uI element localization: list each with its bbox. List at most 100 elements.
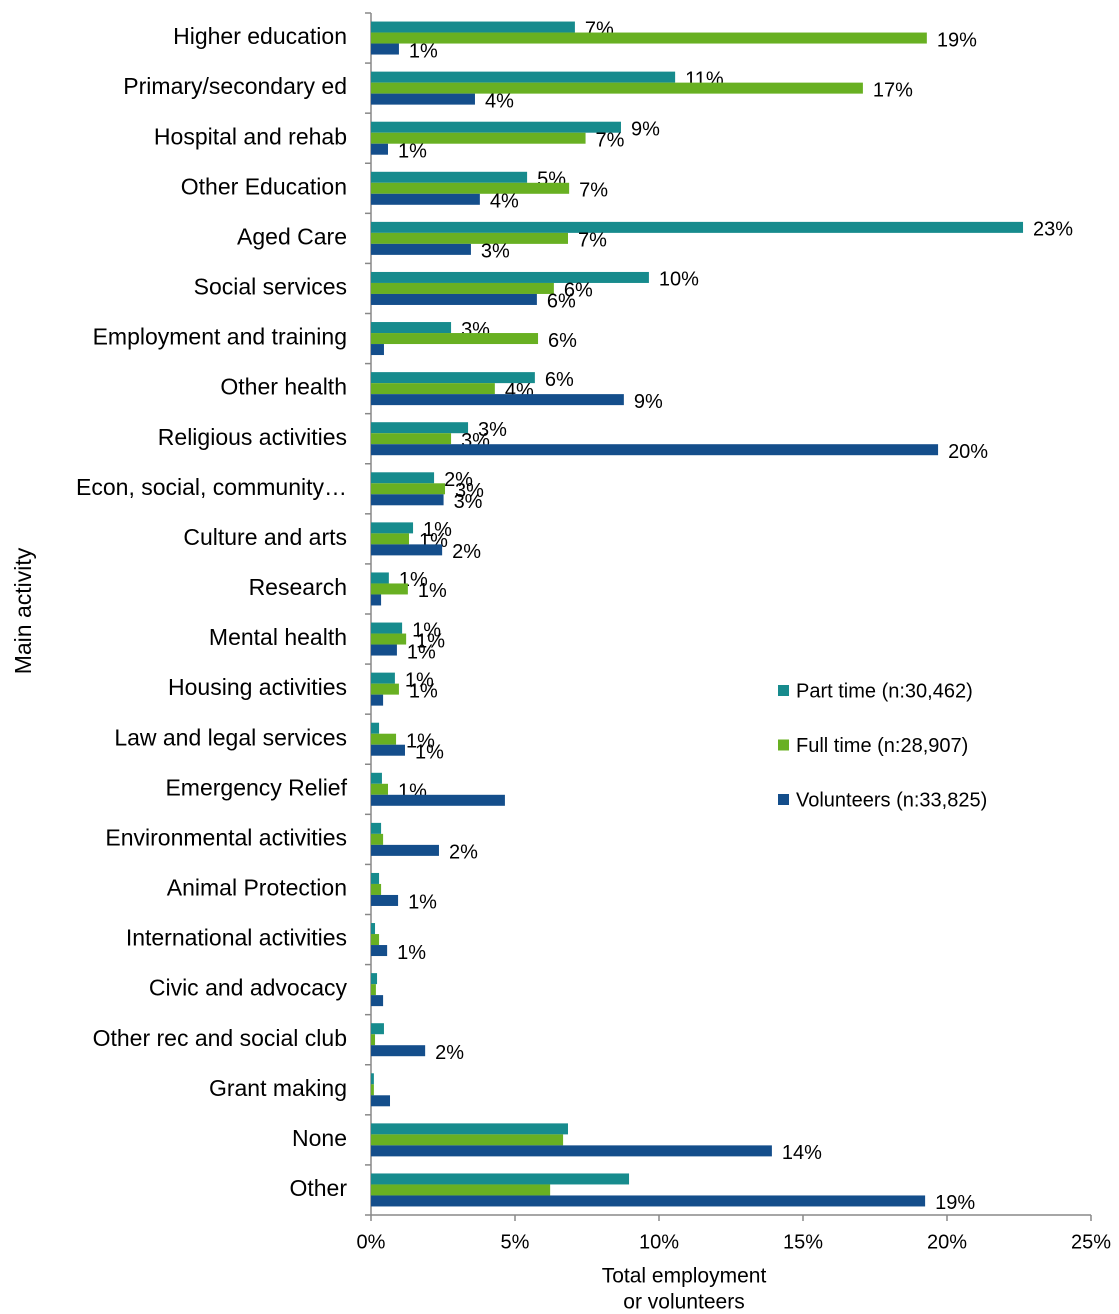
y-tick-label: Religious activities <box>158 424 347 450</box>
bar <box>371 121 621 133</box>
bar <box>371 633 407 645</box>
bar <box>371 934 380 946</box>
legend-label: Volunteers (n:33,825) <box>796 789 987 811</box>
bar <box>371 21 575 33</box>
data-label: 20% <box>948 441 988 463</box>
data-label: 4% <box>485 90 514 112</box>
y-tick-label: Housing activities <box>168 674 347 700</box>
bar <box>371 282 554 294</box>
bar <box>371 1195 926 1207</box>
data-label: 9% <box>634 391 663 413</box>
bar <box>371 383 495 395</box>
y-tick-label: Other Education <box>181 173 347 199</box>
bar <box>371 322 452 334</box>
data-label: 10% <box>659 269 699 291</box>
x-tick-label: 10% <box>639 1231 679 1253</box>
bar <box>371 1134 564 1146</box>
y-tick-label: Mental health <box>209 624 347 650</box>
bar <box>371 271 649 283</box>
y-tick-label: Social services <box>194 274 347 300</box>
data-label: 7% <box>578 230 607 252</box>
legend-swatch <box>778 794 789 805</box>
bar <box>371 594 382 606</box>
bar <box>371 93 475 105</box>
data-label: 14% <box>782 1142 822 1164</box>
data-label: 9% <box>631 118 660 140</box>
bar <box>371 372 535 384</box>
bar <box>371 1084 374 1096</box>
data-label: 7% <box>579 180 608 202</box>
x-axis-title: Total employment <box>602 1265 767 1288</box>
bar <box>371 973 378 985</box>
x-tick-label: 0% <box>357 1231 386 1253</box>
x-tick-label: 15% <box>783 1231 823 1253</box>
data-label: 2% <box>435 1042 464 1064</box>
bar <box>371 433 452 445</box>
data-label: 3% <box>455 480 484 502</box>
bar <box>371 894 399 906</box>
data-label: 19% <box>935 1192 975 1214</box>
bar <box>371 293 537 305</box>
data-label: 6% <box>564 280 593 302</box>
bar <box>371 472 435 484</box>
bar <box>371 171 528 183</box>
data-label: 1% <box>408 892 437 914</box>
bar <box>371 1173 630 1185</box>
bar <box>371 1073 374 1085</box>
bar <box>371 1034 376 1046</box>
y-tick-label: Econ, social, community… <box>76 474 347 500</box>
x-tick-label: 5% <box>501 1231 530 1253</box>
y-tick-label: Animal Protection <box>167 875 347 901</box>
bar <box>371 683 399 695</box>
y-tick-label: Aged Care <box>237 223 347 249</box>
bar <box>371 1023 384 1035</box>
bar <box>371 995 384 1007</box>
y-tick-label: Culture and arts <box>183 524 347 550</box>
bar <box>371 733 397 745</box>
bar <box>371 644 397 656</box>
bar <box>371 82 863 94</box>
bar <box>371 984 376 996</box>
data-label: 1% <box>418 580 447 602</box>
bar <box>371 923 376 935</box>
bar <box>371 422 469 434</box>
y-tick-label: Emergency Relief <box>165 774 347 800</box>
y-axis-title: Main activity <box>10 547 36 674</box>
bar <box>371 772 382 784</box>
data-label: 2% <box>449 842 478 864</box>
y-tick-label: Other rec and social club <box>93 1025 347 1051</box>
data-label: 6% <box>545 369 574 391</box>
bar <box>371 1145 772 1157</box>
data-label: 6% <box>547 291 576 313</box>
x-tick-label: 25% <box>1071 1231 1111 1253</box>
bar <box>371 544 443 556</box>
y-tick-label: Primary/secondary ed <box>123 73 347 99</box>
legend-swatch <box>778 739 789 751</box>
y-tick-label: Higher education <box>173 23 347 49</box>
bar <box>371 483 446 495</box>
bar <box>371 533 410 545</box>
legend-label: Full time (n:28,907) <box>796 735 968 757</box>
data-label: 1% <box>398 140 427 162</box>
data-label: 1% <box>397 942 426 964</box>
data-label: 17% <box>873 79 913 101</box>
bar <box>371 132 586 144</box>
bar <box>371 833 384 845</box>
legend-label: Part time (n:30,462) <box>796 680 973 702</box>
bar <box>371 694 384 706</box>
data-label: 1% <box>423 519 452 541</box>
y-tick-label: Other <box>289 1175 347 1201</box>
data-label: 1% <box>405 669 434 691</box>
bar <box>371 883 382 895</box>
bar <box>371 1123 568 1135</box>
data-label: 6% <box>548 330 577 352</box>
bar <box>371 822 382 834</box>
bar <box>371 872 380 884</box>
data-label: 1% <box>409 40 438 62</box>
x-axis-title: or volunteers <box>623 1291 744 1314</box>
bar <box>371 622 403 634</box>
data-label: 1% <box>415 741 444 763</box>
data-label: 2% <box>452 541 481 563</box>
data-label: 1% <box>407 641 436 663</box>
y-tick-label: Law and legal services <box>114 724 347 750</box>
